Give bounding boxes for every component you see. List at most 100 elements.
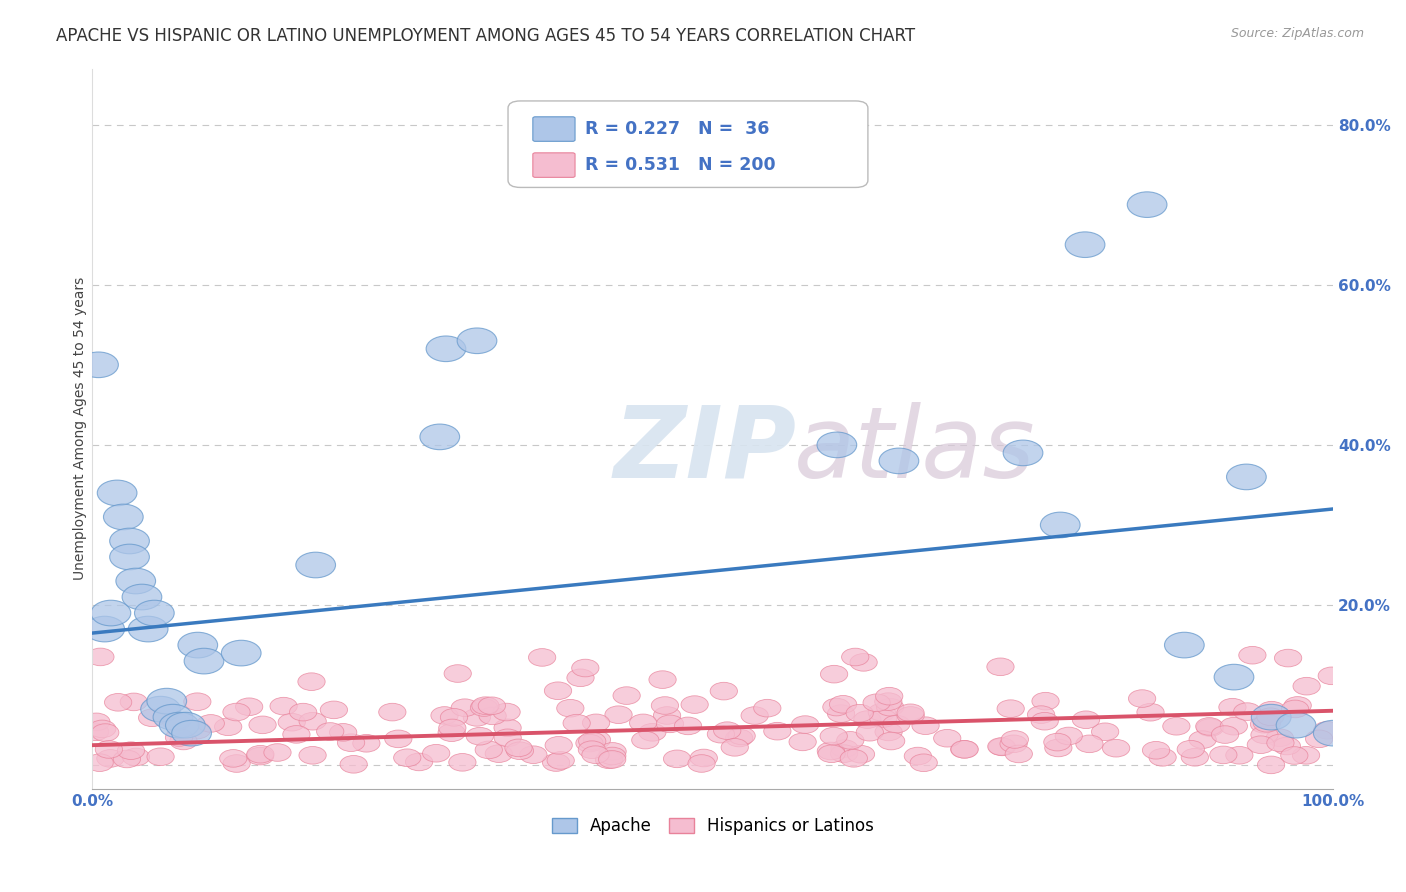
Circle shape <box>378 703 406 721</box>
Circle shape <box>714 722 741 739</box>
Circle shape <box>475 741 502 759</box>
Circle shape <box>543 754 569 772</box>
Circle shape <box>876 698 904 716</box>
Circle shape <box>224 755 250 772</box>
Circle shape <box>353 734 380 752</box>
Circle shape <box>83 713 110 731</box>
Circle shape <box>146 689 187 714</box>
Circle shape <box>1076 735 1104 753</box>
Circle shape <box>163 714 190 731</box>
Circle shape <box>950 740 979 758</box>
Circle shape <box>605 706 633 723</box>
Circle shape <box>340 756 367 773</box>
Circle shape <box>1257 708 1284 725</box>
Circle shape <box>638 723 666 741</box>
Circle shape <box>827 705 855 723</box>
Circle shape <box>567 669 595 687</box>
Circle shape <box>290 703 316 721</box>
Circle shape <box>546 737 572 754</box>
Circle shape <box>135 600 174 626</box>
Circle shape <box>688 755 716 772</box>
Circle shape <box>138 709 166 727</box>
Circle shape <box>856 723 883 741</box>
Text: R = 0.531   N = 200: R = 0.531 N = 200 <box>585 156 776 174</box>
Circle shape <box>128 616 167 642</box>
Circle shape <box>1043 733 1071 751</box>
Circle shape <box>1002 440 1043 466</box>
Circle shape <box>494 729 522 747</box>
Circle shape <box>299 747 326 764</box>
Circle shape <box>1137 704 1164 721</box>
Circle shape <box>599 751 626 768</box>
Circle shape <box>817 432 856 458</box>
Circle shape <box>235 698 263 715</box>
Y-axis label: Unemployment Among Ages 45 to 54 years: Unemployment Among Ages 45 to 54 years <box>73 277 87 581</box>
Circle shape <box>494 719 522 737</box>
Circle shape <box>172 721 211 746</box>
Circle shape <box>572 659 599 677</box>
Circle shape <box>582 714 610 731</box>
Circle shape <box>1233 703 1261 721</box>
Circle shape <box>1277 713 1316 738</box>
Text: APACHE VS HISPANIC OR LATINO UNEMPLOYMENT AMONG AGES 45 TO 54 YEARS CORRELATION : APACHE VS HISPANIC OR LATINO UNEMPLOYMEN… <box>56 27 915 45</box>
Circle shape <box>110 528 149 554</box>
Circle shape <box>1313 722 1341 739</box>
Circle shape <box>1163 717 1189 735</box>
Circle shape <box>426 336 465 361</box>
Circle shape <box>1066 232 1105 258</box>
Circle shape <box>505 739 531 756</box>
Circle shape <box>846 705 873 722</box>
Circle shape <box>1181 748 1209 766</box>
Circle shape <box>104 693 132 711</box>
Circle shape <box>934 730 960 747</box>
Circle shape <box>841 749 868 767</box>
Circle shape <box>467 727 494 745</box>
Circle shape <box>471 698 498 716</box>
Circle shape <box>578 741 606 758</box>
Circle shape <box>987 658 1014 675</box>
Circle shape <box>1281 747 1308 764</box>
Circle shape <box>1195 717 1223 735</box>
Circle shape <box>863 694 890 712</box>
Circle shape <box>1317 667 1346 685</box>
Text: R = 0.227   N =  36: R = 0.227 N = 36 <box>585 120 769 138</box>
Circle shape <box>1306 730 1333 747</box>
Circle shape <box>831 745 858 763</box>
Circle shape <box>547 752 574 769</box>
Circle shape <box>120 693 148 711</box>
Circle shape <box>264 744 291 761</box>
Circle shape <box>1129 690 1156 707</box>
Circle shape <box>117 742 145 759</box>
Circle shape <box>821 665 848 683</box>
Circle shape <box>630 714 657 731</box>
Circle shape <box>1102 739 1130 757</box>
Circle shape <box>831 739 858 757</box>
Circle shape <box>91 600 131 626</box>
Circle shape <box>789 733 817 751</box>
Circle shape <box>439 719 465 737</box>
Circle shape <box>122 584 162 610</box>
Circle shape <box>582 746 609 764</box>
Circle shape <box>650 671 676 689</box>
Text: atlas: atlas <box>793 402 1035 499</box>
Circle shape <box>1251 705 1291 730</box>
Circle shape <box>1031 713 1059 730</box>
Circle shape <box>440 708 468 726</box>
Circle shape <box>557 699 583 717</box>
Circle shape <box>910 754 938 772</box>
Text: Source: ZipAtlas.com: Source: ZipAtlas.com <box>1230 27 1364 40</box>
Circle shape <box>848 746 875 763</box>
FancyBboxPatch shape <box>533 153 575 178</box>
Circle shape <box>1189 731 1216 748</box>
Circle shape <box>329 723 357 741</box>
Circle shape <box>690 749 717 767</box>
Circle shape <box>741 706 768 724</box>
Circle shape <box>681 696 709 714</box>
Circle shape <box>1149 748 1177 766</box>
Circle shape <box>544 682 572 699</box>
Circle shape <box>842 648 869 665</box>
Circle shape <box>316 723 344 740</box>
Circle shape <box>837 731 863 749</box>
Circle shape <box>1001 731 1029 748</box>
Circle shape <box>595 751 623 769</box>
